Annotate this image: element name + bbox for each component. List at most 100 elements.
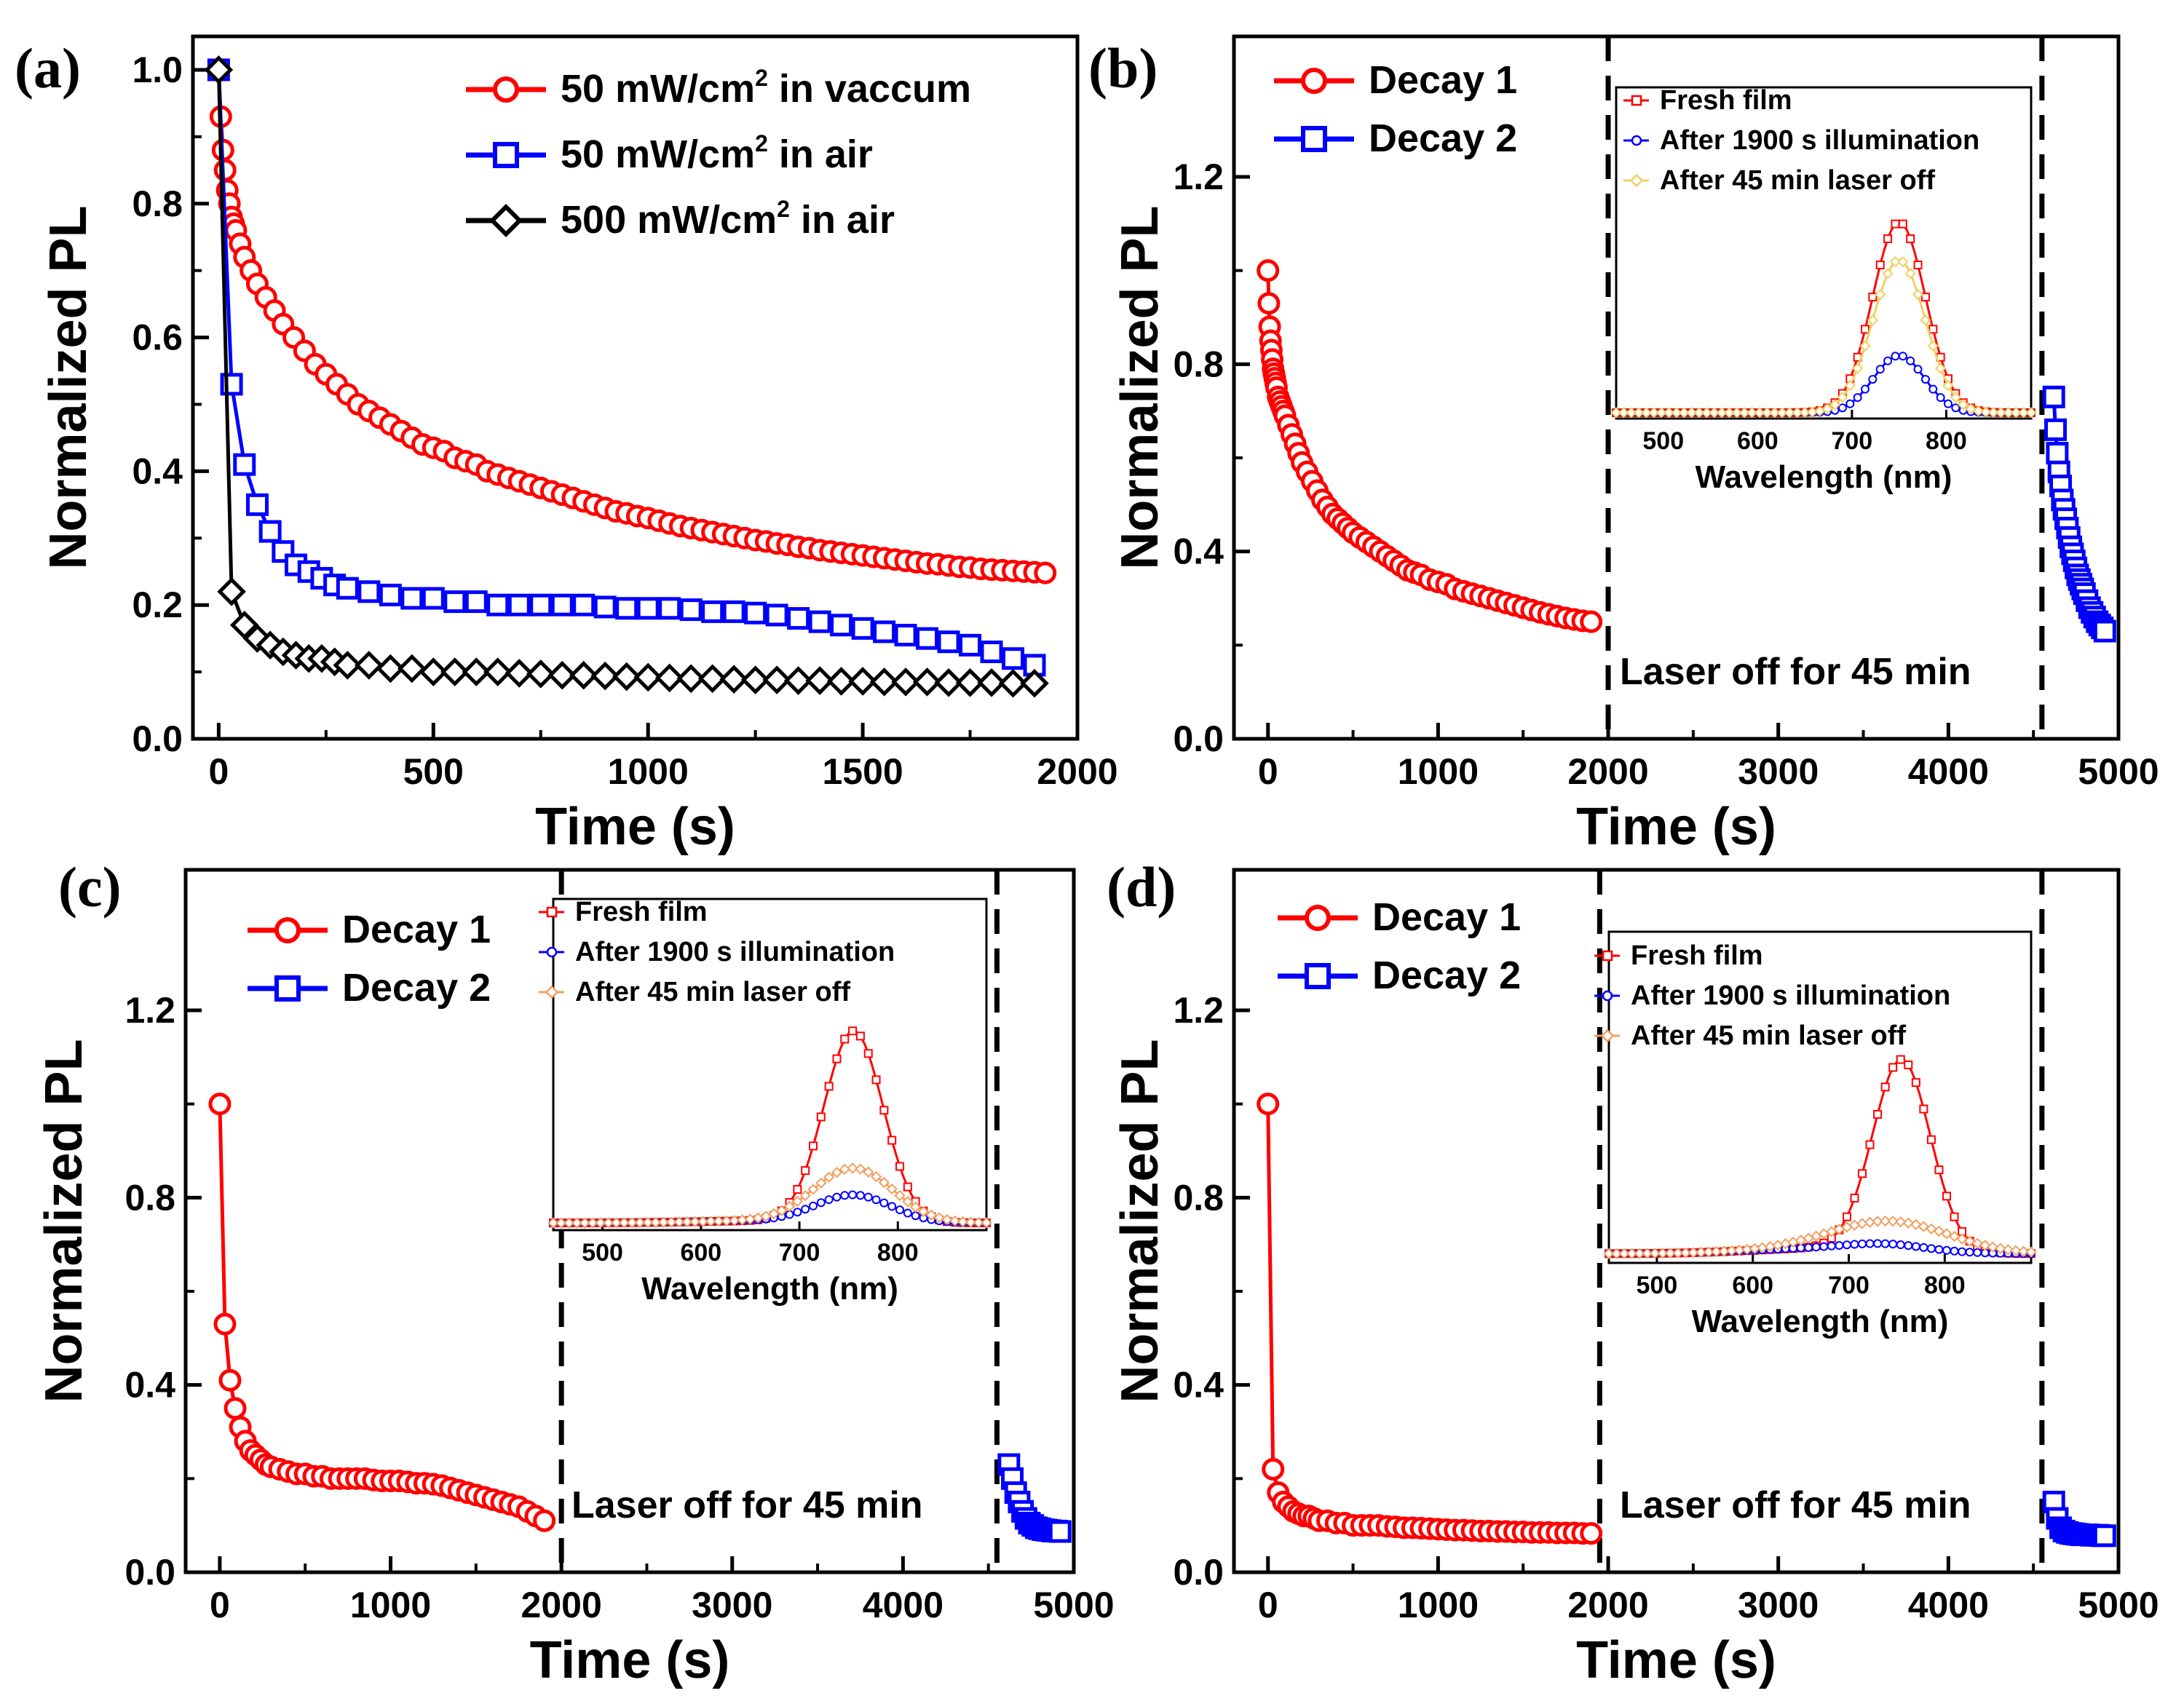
inset-data-point — [1657, 1248, 1669, 1259]
legend-label-superscript: 2 — [777, 196, 790, 222]
inset-x-axis-label: Wavelength (nm) — [1696, 459, 1952, 495]
inset-data-point — [1950, 1246, 1959, 1256]
data-point — [1048, 1520, 1072, 1543]
legend-marker — [489, 204, 523, 237]
inset-x-tick-label: 800 — [1926, 427, 1967, 455]
data-point — [2093, 1524, 2116, 1548]
inset-data-point — [1634, 1248, 1645, 1259]
legend-label: Decay 2 — [1372, 954, 1521, 997]
y-tick-label: 1.2 — [124, 990, 175, 1031]
laser-off-annotation: Laser off for 45 min — [1620, 1484, 1971, 1526]
x-tick-label: 0 — [1258, 1585, 1278, 1625]
legend-marker — [1305, 963, 1331, 989]
legend-label-rest: in vaccum — [768, 67, 971, 111]
data-point — [333, 651, 363, 680]
inset-data-point — [1987, 406, 1999, 419]
inset-data-point — [1883, 356, 1893, 365]
y-tick-label: 0.4 — [1173, 1365, 1224, 1406]
data-point — [208, 1093, 232, 1116]
data-point — [379, 583, 402, 606]
inset-data-point — [1633, 407, 1645, 419]
inset-data-point — [2025, 407, 2037, 419]
inset-data-point — [1845, 399, 1855, 408]
legend-label-main: 50 mW/cm — [561, 67, 755, 111]
inset-data-point — [1672, 1247, 1684, 1259]
x-tick-label: 1500 — [822, 751, 903, 792]
data-point — [229, 610, 259, 640]
x-tick-label: 1000 — [608, 751, 689, 792]
legend-label: Decay 1 — [342, 908, 491, 951]
inset-data-point — [1703, 1246, 1714, 1258]
data-point — [258, 520, 282, 543]
inset-data-point — [729, 1215, 740, 1227]
data-point — [612, 662, 641, 691]
data-point — [1257, 1093, 1280, 1116]
legend-marker — [1305, 905, 1331, 931]
inset-data-point — [925, 1209, 937, 1221]
inset-data-point — [1965, 1248, 1974, 1257]
inset-data-point — [1610, 407, 1622, 419]
inset-data-point — [1880, 1239, 1890, 1248]
inset-data-point — [1610, 1248, 1623, 1259]
inset-data-point — [776, 1205, 788, 1216]
x-tick-label: 4000 — [863, 1585, 943, 1625]
inset-data-point — [863, 1192, 873, 1202]
inset-data-point — [1928, 384, 1938, 394]
inset-data-point — [793, 1208, 802, 1217]
inset-legend-marker — [1631, 135, 1642, 146]
inset-data-point — [1710, 1245, 1722, 1258]
inset-data-point — [886, 1183, 898, 1195]
inset-legend-label: After 1900 s illumination — [1631, 980, 1950, 1011]
inset-data-point — [1898, 219, 1907, 229]
legend-label: 500 mW/cm2 in air — [561, 196, 895, 242]
inset-data-point — [1853, 393, 1862, 403]
inset-data-point — [1655, 407, 1667, 419]
inset-frame — [1607, 930, 2033, 1264]
inset-data-point — [1761, 407, 1773, 419]
data-point — [998, 668, 1028, 698]
data-point — [462, 657, 491, 686]
data-point — [873, 620, 896, 643]
series-line — [1266, 1103, 1591, 1536]
inset-data-point — [1926, 1244, 1936, 1253]
legend-label: Decay 2 — [342, 966, 491, 1010]
inset-data-point — [1768, 407, 1781, 419]
y-tick-label: 0.8 — [124, 1177, 175, 1218]
data-point — [2044, 418, 2068, 441]
x-axis-label: Time (s) — [1576, 1631, 1776, 1689]
series-50-mw-cm-in-air — [207, 58, 1046, 677]
inset-data-point — [1919, 1104, 1928, 1114]
inset-legend-marker — [1631, 95, 1642, 106]
panel-label: (c) — [58, 855, 122, 919]
inset-data-point — [1979, 1240, 1991, 1251]
legend-entry: 50 mW/cm2 in vaccum — [466, 65, 971, 111]
inset-data-point — [1799, 406, 1811, 419]
inset-data-point — [2017, 1245, 2030, 1257]
inset-data-point — [1861, 325, 1870, 334]
inset-data-point — [713, 1216, 724, 1227]
legend-entry: Decay 1 — [1278, 895, 1521, 939]
inset-data-point — [1944, 399, 1952, 408]
inset-data-point — [1934, 362, 1947, 374]
y-tick-label: 0.0 — [124, 1552, 175, 1593]
inset-data-point — [903, 1182, 912, 1192]
inset-data-point — [1896, 1055, 1905, 1064]
inset-data-point — [1648, 407, 1660, 419]
inset-data-point — [870, 1170, 882, 1183]
inset-data-point — [863, 1166, 874, 1178]
inset-data-point — [949, 1215, 961, 1227]
data-point — [486, 593, 510, 617]
inset-data-point — [1867, 314, 1879, 326]
data-point — [223, 1397, 247, 1420]
data-point — [722, 600, 745, 623]
x-tick-label: 0 — [210, 1585, 230, 1625]
inset-data-point — [610, 1217, 622, 1229]
inset-data-point — [887, 1202, 897, 1211]
inset-data-point — [1804, 1243, 1813, 1252]
inset-data-point — [1995, 1243, 2006, 1254]
data-point — [869, 667, 899, 697]
series-decay-1 — [1257, 1093, 1603, 1545]
panel-d: 0 1000 2000 3000 4000 5000 0.0 0.4 0.8 1.2 Time (s… — [1107, 855, 2159, 1689]
data-point — [217, 577, 246, 606]
